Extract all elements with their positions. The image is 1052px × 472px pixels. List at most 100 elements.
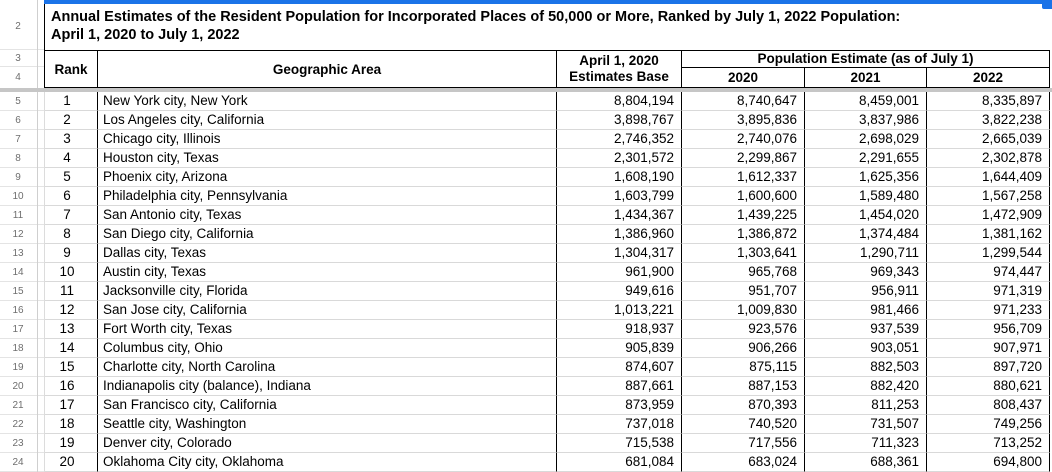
cell-rank[interactable]: 16 — [45, 377, 98, 396]
cell-estimates-base[interactable]: 1,608,190 — [557, 168, 682, 187]
row-header[interactable]: 10 — [0, 187, 44, 206]
row-header[interactable]: 4 — [0, 67, 44, 88]
cell-2022[interactable]: 974,447 — [927, 263, 1050, 282]
cell-2022[interactable]: 2,665,039 — [927, 130, 1050, 149]
row-header[interactable]: 12 — [0, 225, 44, 244]
row-header[interactable]: 8 — [0, 149, 44, 168]
cell-2021[interactable]: 1,625,356 — [805, 168, 927, 187]
cell-geographic-area[interactable]: Columbus city, Ohio — [98, 339, 557, 358]
cell-rank[interactable]: 3 — [45, 130, 98, 149]
cell-estimates-base[interactable]: 2,301,572 — [557, 149, 682, 168]
cell-2021[interactable]: 2,291,655 — [805, 149, 927, 168]
header-estimates-base[interactable]: April 1, 2020 Estimates Base — [557, 51, 682, 88]
cell-2021[interactable]: 903,051 — [805, 339, 927, 358]
cell-2021[interactable]: 937,539 — [805, 320, 927, 339]
row-header[interactable]: 16 — [0, 301, 44, 320]
cell-geographic-area[interactable]: Charlotte city, North Carolina — [98, 358, 557, 377]
cell-2020[interactable]: 740,520 — [682, 415, 805, 434]
cell-2022[interactable]: 971,319 — [927, 282, 1050, 301]
cell-2020[interactable]: 965,768 — [682, 263, 805, 282]
cell-2020[interactable]: 1,303,641 — [682, 244, 805, 263]
cell-2022[interactable]: 897,720 — [927, 358, 1050, 377]
cell-estimates-base[interactable]: 715,538 — [557, 434, 682, 453]
cell-geographic-area[interactable]: New York city, New York — [98, 92, 557, 111]
cell-rank[interactable]: 17 — [45, 396, 98, 415]
row-header[interactable]: 6 — [0, 111, 44, 130]
cell-estimates-base[interactable]: 2,746,352 — [557, 130, 682, 149]
cell-2021[interactable]: 1,454,020 — [805, 206, 927, 225]
fill-handle[interactable] — [1042, 0, 1052, 9]
cell-estimates-base[interactable]: 905,839 — [557, 339, 682, 358]
cell-estimates-base[interactable]: 873,959 — [557, 396, 682, 415]
row-header[interactable]: 23 — [0, 434, 44, 453]
row-header[interactable]: 18 — [0, 339, 44, 358]
cell-estimates-base[interactable]: 1,013,221 — [557, 301, 682, 320]
cell-2022[interactable]: 1,381,162 — [927, 225, 1050, 244]
header-population-estimate[interactable]: Population Estimate (as of July 1) — [682, 51, 1050, 68]
cell-2020[interactable]: 3,895,836 — [682, 111, 805, 130]
cell-2022[interactable]: 8,335,897 — [927, 92, 1050, 111]
cell-2020[interactable]: 2,299,867 — [682, 149, 805, 168]
cell-2020[interactable]: 1,612,337 — [682, 168, 805, 187]
cell-2022[interactable]: 1,472,909 — [927, 206, 1050, 225]
cell-rank[interactable]: 13 — [45, 320, 98, 339]
cell-2020[interactable]: 2,740,076 — [682, 130, 805, 149]
row-header[interactable]: 3 — [0, 50, 44, 67]
cell-2022[interactable]: 3,822,238 — [927, 111, 1050, 130]
cell-estimates-base[interactable]: 961,900 — [557, 263, 682, 282]
cell-geographic-area[interactable]: Philadelphia city, Pennsylvania — [98, 187, 557, 206]
cell-geographic-area[interactable]: Austin city, Texas — [98, 263, 557, 282]
cell-geographic-area[interactable]: Los Angeles city, California — [98, 111, 557, 130]
cell-rank[interactable]: 20 — [45, 453, 98, 472]
cell-geographic-area[interactable]: San Jose city, California — [98, 301, 557, 320]
cell-2020[interactable]: 717,556 — [682, 434, 805, 453]
cell-2021[interactable]: 956,911 — [805, 282, 927, 301]
cell-2021[interactable]: 2,698,029 — [805, 130, 927, 149]
cell-rank[interactable]: 9 — [45, 244, 98, 263]
cell-geographic-area[interactable]: Denver city, Colorado — [98, 434, 557, 453]
cell-rank[interactable]: 2 — [45, 111, 98, 130]
cell-estimates-base[interactable]: 887,661 — [557, 377, 682, 396]
cell-geographic-area[interactable]: Dallas city, Texas — [98, 244, 557, 263]
cell-rank[interactable]: 7 — [45, 206, 98, 225]
header-year-2020[interactable]: 2020 — [682, 68, 805, 88]
cell-2021[interactable]: 3,837,986 — [805, 111, 927, 130]
cell-rank[interactable]: 1 — [45, 92, 98, 111]
cell-2020[interactable]: 951,707 — [682, 282, 805, 301]
row-header[interactable]: 9 — [0, 168, 44, 187]
cell-2022[interactable]: 1,299,544 — [927, 244, 1050, 263]
cell-estimates-base[interactable]: 874,607 — [557, 358, 682, 377]
cell-2021[interactable]: 688,361 — [805, 453, 927, 472]
cell-estimates-base[interactable]: 949,616 — [557, 282, 682, 301]
cell-estimates-base[interactable]: 737,018 — [557, 415, 682, 434]
cell-geographic-area[interactable]: San Diego city, California — [98, 225, 557, 244]
cell-2021[interactable]: 882,420 — [805, 377, 927, 396]
cell-2021[interactable]: 711,323 — [805, 434, 927, 453]
cell-2020[interactable]: 875,115 — [682, 358, 805, 377]
header-geographic-area[interactable]: Geographic Area — [98, 51, 557, 88]
cell-rank[interactable]: 4 — [45, 149, 98, 168]
row-header[interactable]: 11 — [0, 206, 44, 225]
cell-rank[interactable]: 14 — [45, 339, 98, 358]
row-header[interactable]: 22 — [0, 415, 44, 434]
cell-2021[interactable]: 969,343 — [805, 263, 927, 282]
row-header[interactable]: 15 — [0, 282, 44, 301]
cell-geographic-area[interactable]: Seattle city, Washington — [98, 415, 557, 434]
cell-rank[interactable]: 18 — [45, 415, 98, 434]
cell-2020[interactable]: 1,386,872 — [682, 225, 805, 244]
cell-geographic-area[interactable]: Indianapolis city (balance), Indiana — [98, 377, 557, 396]
cell-estimates-base[interactable]: 8,804,194 — [557, 92, 682, 111]
cell-geographic-area[interactable]: Chicago city, Illinois — [98, 130, 557, 149]
cell-rank[interactable]: 8 — [45, 225, 98, 244]
cell-2020[interactable]: 870,393 — [682, 396, 805, 415]
cell-geographic-area[interactable]: Houston city, Texas — [98, 149, 557, 168]
cell-2022[interactable]: 749,256 — [927, 415, 1050, 434]
cell-geographic-area[interactable]: San Antonio city, Texas — [98, 206, 557, 225]
cell-geographic-area[interactable]: Oklahoma City city, Oklahoma — [98, 453, 557, 472]
cell-estimates-base[interactable]: 3,898,767 — [557, 111, 682, 130]
cell-2022[interactable]: 2,302,878 — [927, 149, 1050, 168]
cell-estimates-base[interactable]: 1,304,317 — [557, 244, 682, 263]
cell-2021[interactable]: 1,374,484 — [805, 225, 927, 244]
cell-geographic-area[interactable]: Fort Worth city, Texas — [98, 320, 557, 339]
cell-rank[interactable]: 12 — [45, 301, 98, 320]
